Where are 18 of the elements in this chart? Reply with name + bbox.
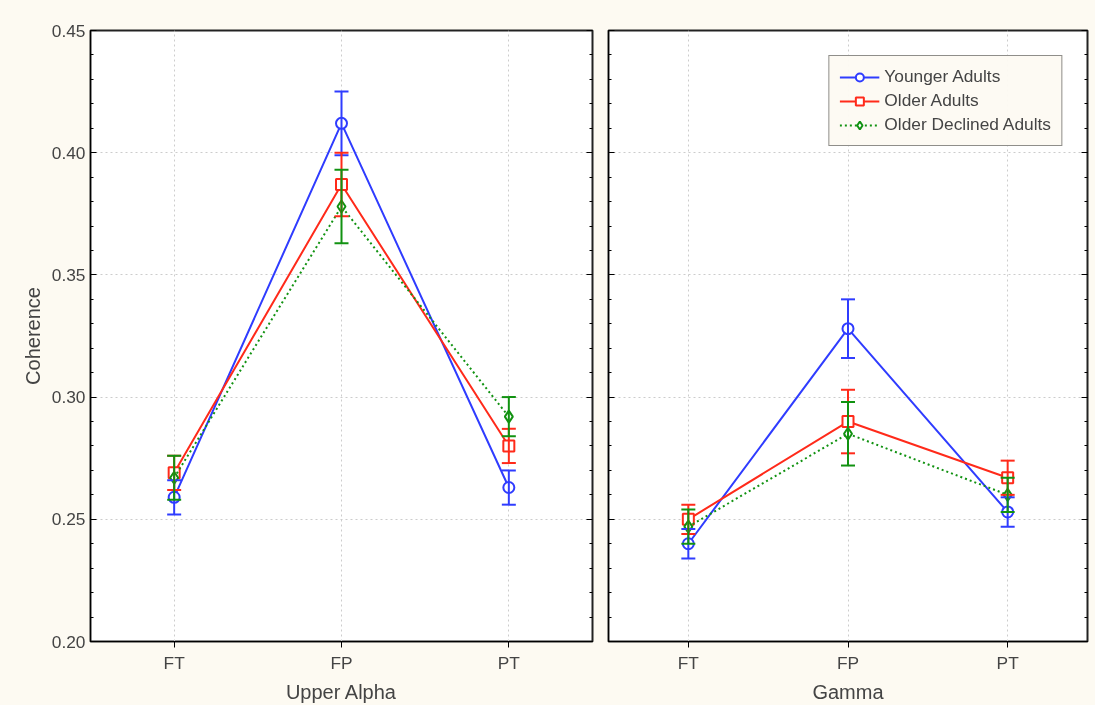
x-tick-label: FT — [163, 652, 186, 673]
x-tick-label: FP — [330, 652, 353, 673]
y-tick-label: 0.40 — [51, 142, 86, 163]
legend-label: Older Adults — [884, 90, 979, 111]
y-tick-label: 0.45 — [51, 20, 86, 41]
y-tick-label: 0.20 — [51, 631, 86, 652]
y-axis-title: Coherence — [21, 287, 44, 385]
x-tick-label: PT — [996, 652, 1020, 673]
legend-label: Older Declined Adults — [884, 114, 1051, 135]
legend-label: Younger Adults — [884, 66, 1001, 87]
x-tick-label: FP — [836, 652, 860, 673]
x-axis-title: Upper Alpha — [285, 680, 397, 703]
x-tick-label: FT — [677, 652, 700, 673]
y-tick-label: 0.25 — [51, 509, 86, 530]
y-tick-label: 0.30 — [51, 387, 86, 408]
x-tick-label: PT — [497, 652, 521, 673]
y-tick-label: 0.35 — [51, 264, 86, 285]
x-axis-title: Gamma — [812, 680, 885, 703]
